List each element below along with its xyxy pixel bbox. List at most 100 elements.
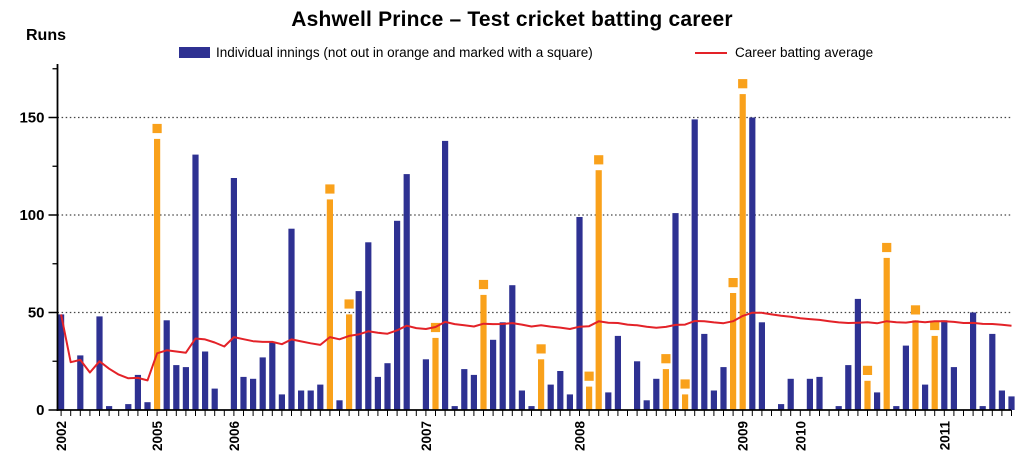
legend-item-innings: Individual innings (not out in orange an… xyxy=(179,45,593,60)
innings-bar xyxy=(643,400,650,411)
innings-bar xyxy=(422,359,429,410)
x-year-label: 2010 xyxy=(793,421,808,451)
not-out-innings-bar xyxy=(864,380,871,411)
not-out-innings-bar xyxy=(595,170,602,410)
innings-bar xyxy=(134,374,141,410)
career-average-line xyxy=(60,311,1012,382)
innings-bar xyxy=(710,390,717,410)
not-out-square-marker xyxy=(584,371,594,381)
innings-bar xyxy=(691,119,698,411)
innings-bar xyxy=(1008,396,1015,410)
innings-bar xyxy=(259,357,266,410)
innings-bar xyxy=(979,406,986,410)
legend-item-average: Career batting average xyxy=(695,45,873,60)
x-year-label: 2005 xyxy=(150,421,165,452)
innings-bar xyxy=(336,400,343,411)
innings-bar xyxy=(288,228,295,410)
innings-bar xyxy=(653,378,660,410)
innings-bar xyxy=(461,369,468,410)
not-out-innings-bar xyxy=(730,293,737,410)
innings-bar xyxy=(499,322,506,411)
innings-bar xyxy=(192,154,199,410)
innings-bar xyxy=(998,390,1005,410)
not-out-innings-bar xyxy=(346,314,353,410)
innings-bar xyxy=(394,220,401,410)
not-out-square-marker xyxy=(325,184,335,194)
innings-bar xyxy=(893,406,900,410)
not-out-square-marker xyxy=(661,354,671,364)
innings-bar xyxy=(970,312,977,410)
innings-bar xyxy=(250,378,257,410)
innings-bar xyxy=(278,394,285,410)
y-tick-label: 100 xyxy=(19,207,44,224)
innings-bar xyxy=(950,367,957,410)
innings-bar xyxy=(240,376,247,410)
innings-bar xyxy=(576,217,583,410)
y-axis-title: Runs xyxy=(26,27,66,44)
innings-bar xyxy=(163,320,170,410)
not-out-innings-bar xyxy=(662,369,669,410)
innings-bar xyxy=(845,365,852,410)
not-out-square-marker xyxy=(152,123,162,134)
innings-bar xyxy=(211,388,218,410)
innings-bar xyxy=(874,392,881,410)
innings-bar xyxy=(490,339,497,410)
innings-bar xyxy=(202,351,209,410)
not-out-square-marker xyxy=(910,305,921,315)
x-year-label: 2007 xyxy=(419,421,434,451)
innings-bar xyxy=(614,335,621,410)
innings-bar xyxy=(557,371,564,410)
not-out-innings-bar xyxy=(883,257,890,410)
not-out-square-marker xyxy=(594,155,604,165)
innings-bar xyxy=(317,384,324,410)
not-out-innings-bar xyxy=(538,359,545,410)
innings-bar xyxy=(989,333,996,410)
not-out-square-marker xyxy=(478,279,489,290)
innings-bar xyxy=(528,406,535,410)
innings-bar xyxy=(605,392,612,410)
not-out-innings-bar xyxy=(480,294,487,410)
not-out-innings-bar xyxy=(931,335,938,410)
x-year-label: 2011 xyxy=(937,421,952,451)
not-out-square-marker xyxy=(344,299,354,309)
innings-bar xyxy=(77,355,84,410)
innings-bar xyxy=(58,314,65,410)
innings-bar xyxy=(701,333,708,410)
not-out-square-marker xyxy=(738,79,748,89)
innings-bar xyxy=(230,178,237,410)
innings-bar xyxy=(922,384,929,410)
not-out-square-marker xyxy=(536,344,546,354)
innings-bar xyxy=(758,322,765,411)
not-out-square-marker xyxy=(930,320,940,331)
y-tick-label: 150 xyxy=(19,110,44,127)
innings-bar xyxy=(403,174,410,410)
innings-bar xyxy=(442,140,449,410)
innings-bar xyxy=(106,406,113,410)
innings-bar xyxy=(125,404,132,410)
innings-bar xyxy=(778,404,785,410)
innings-bar xyxy=(854,298,861,410)
not-out-innings-bar xyxy=(912,320,919,410)
innings-bar-swatch-icon xyxy=(179,47,210,58)
innings-bar xyxy=(451,406,458,410)
innings-bar xyxy=(547,384,554,410)
innings-bar xyxy=(144,402,151,410)
innings-bar xyxy=(941,320,948,410)
innings-bar xyxy=(566,394,573,410)
y-tick-label: 50 xyxy=(28,305,45,322)
innings-bar xyxy=(374,376,381,410)
innings-bar xyxy=(384,363,391,410)
not-out-square-marker xyxy=(728,278,738,288)
innings-bar xyxy=(182,367,189,410)
not-out-square-marker xyxy=(882,242,892,253)
innings-bar xyxy=(672,213,679,410)
innings-bar xyxy=(269,341,276,411)
innings-bar xyxy=(835,406,842,410)
x-year-label: 2008 xyxy=(573,421,588,452)
y-tick-label: 0 xyxy=(36,402,44,419)
innings-bar xyxy=(470,374,477,410)
innings-bar xyxy=(307,390,314,410)
x-year-label: 2002 xyxy=(54,421,69,451)
